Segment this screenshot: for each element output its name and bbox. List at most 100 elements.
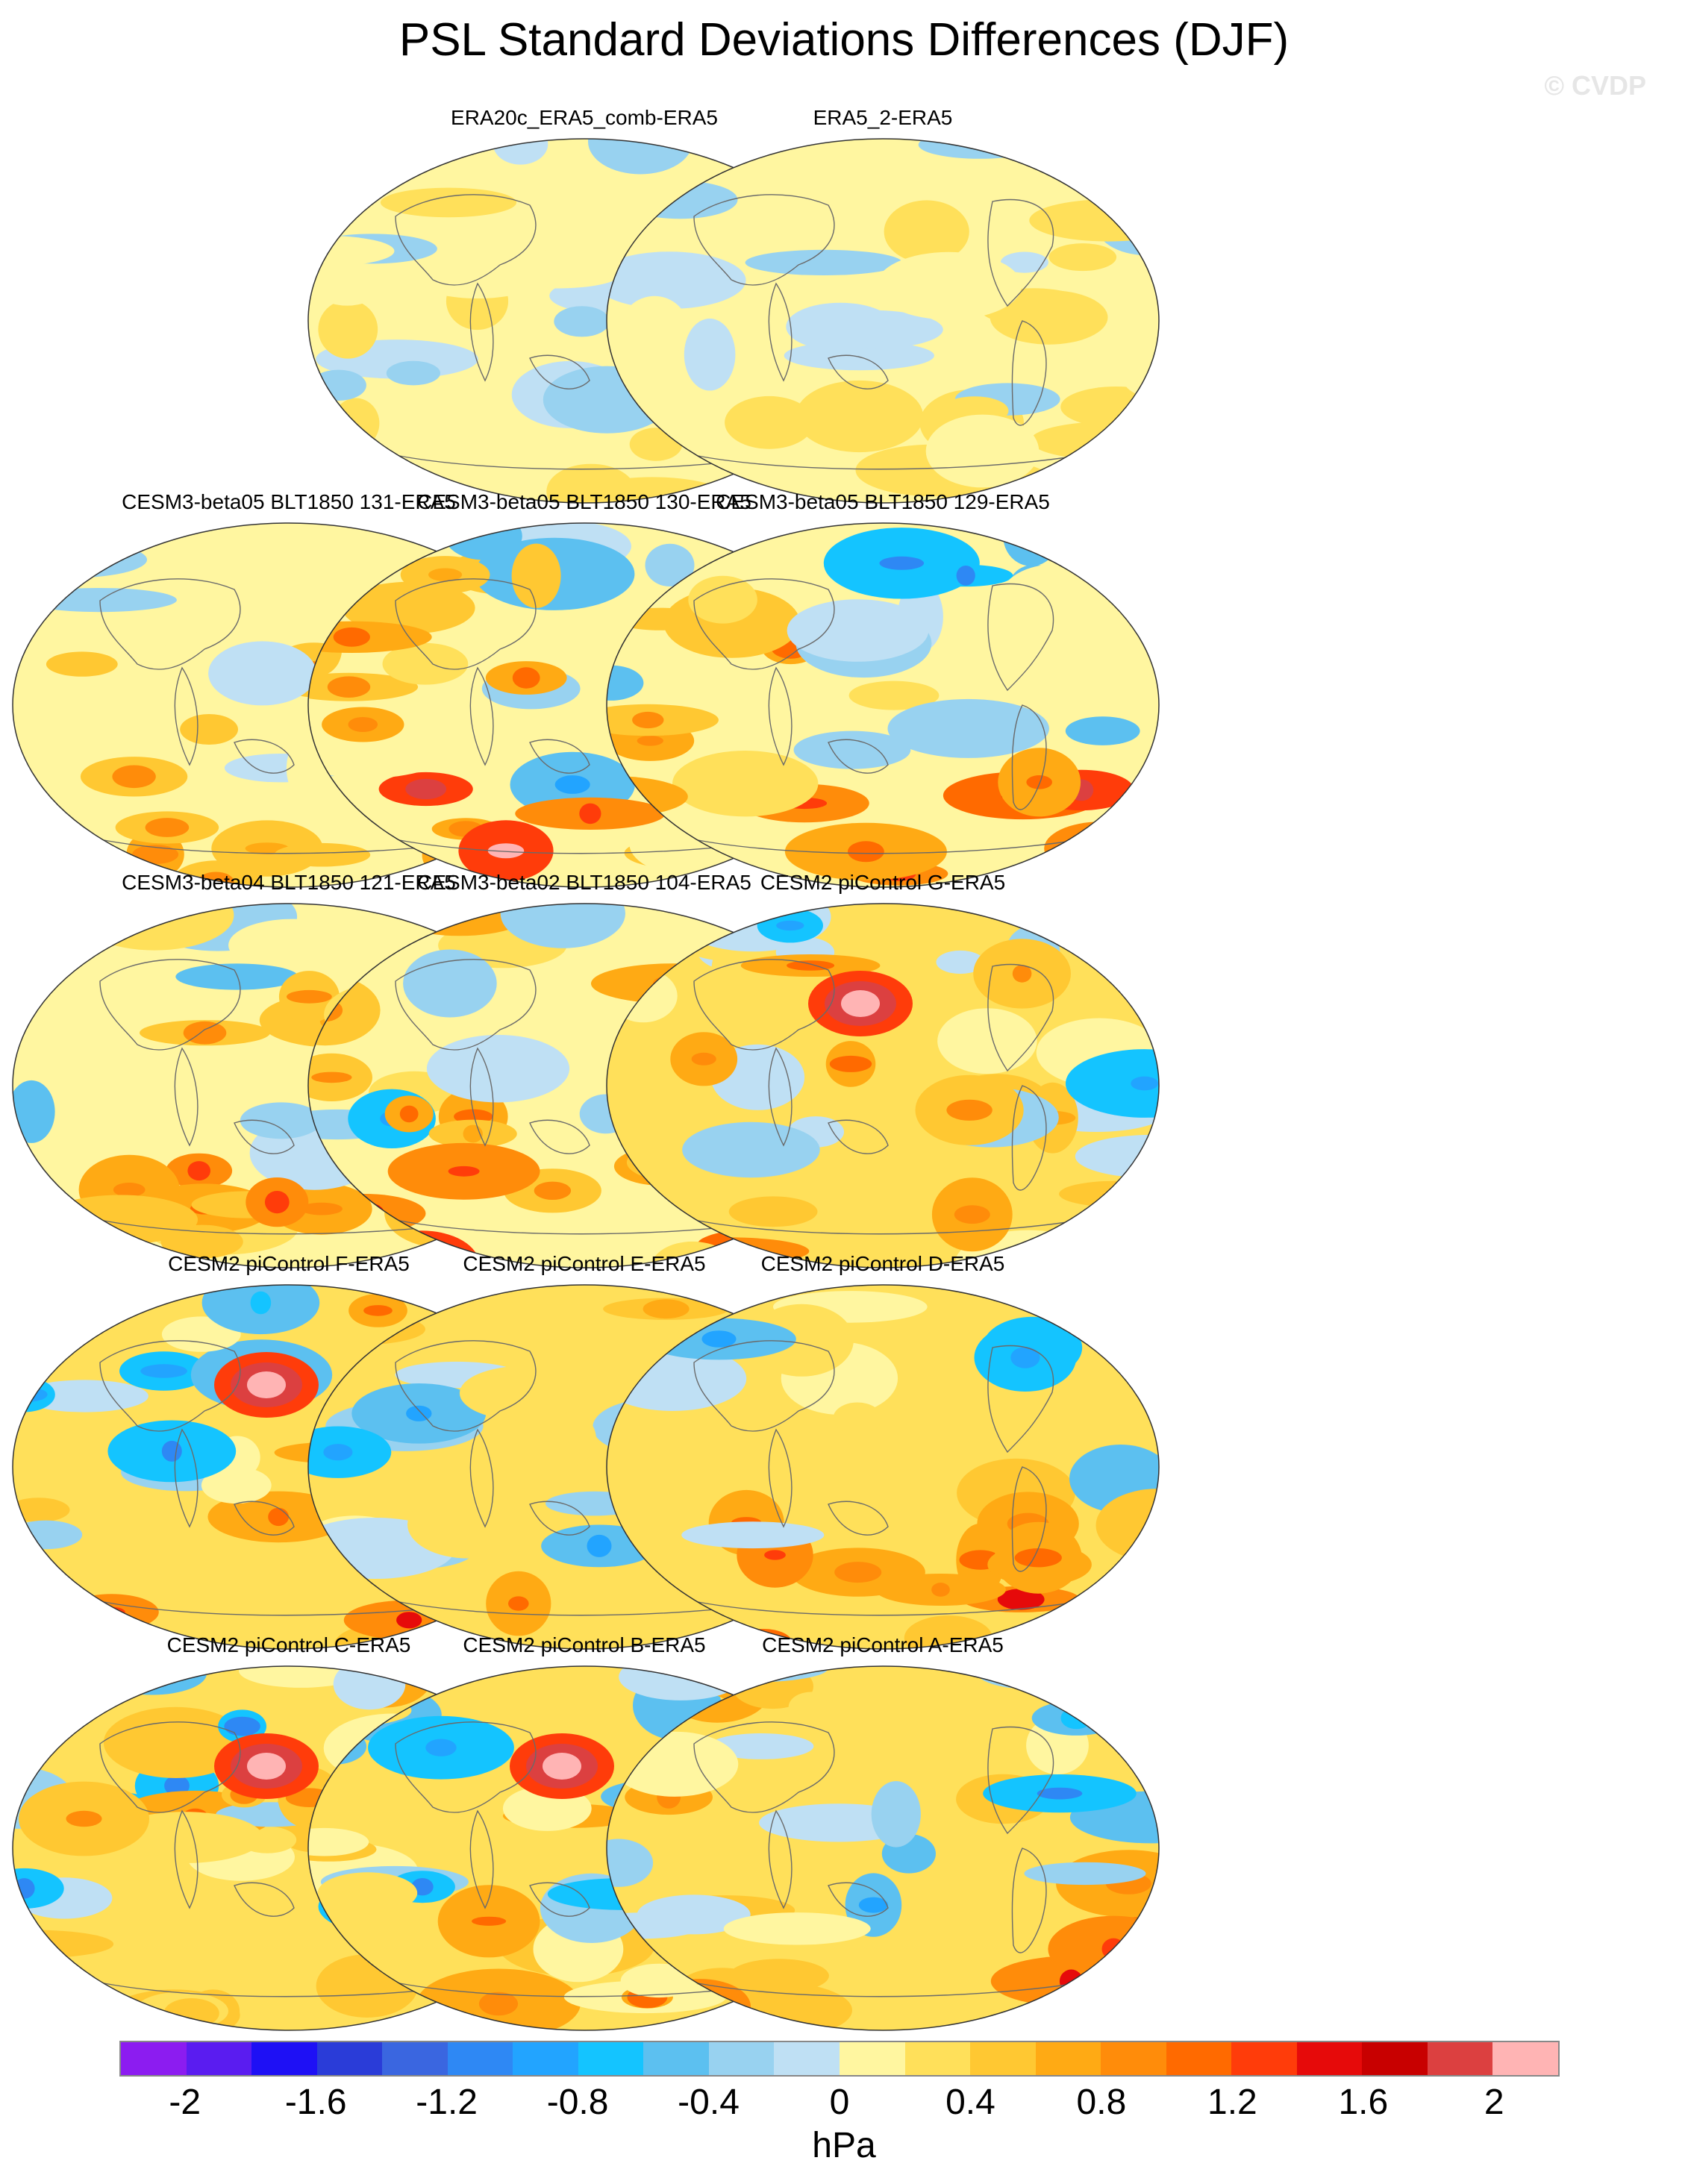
colorbar-swatch [1101, 2042, 1166, 2075]
field-contour [113, 1183, 146, 1197]
field-contour [406, 1405, 432, 1421]
field-contour [478, 1991, 519, 2016]
field-contour [407, 1491, 530, 1559]
panel-title: ERA20c_ERA5_comb-ERA5 [451, 106, 718, 129]
field-contour [264, 1191, 290, 1214]
field-contour [684, 318, 736, 391]
coastline [693, 1721, 835, 1813]
field-contour [956, 566, 975, 586]
field-contour [1012, 965, 1032, 983]
coastline [99, 1721, 241, 1813]
colorbar-tick-label: 1.2 [1207, 2083, 1257, 2122]
coastline [469, 666, 494, 766]
field-contour [425, 1739, 457, 1756]
field-contour [250, 1291, 272, 1315]
colorbar-swatch [1296, 2042, 1363, 2075]
coastline [693, 959, 835, 1051]
field-contour [103, 1706, 248, 1778]
field-contour [1011, 529, 1051, 542]
field-contour [247, 1753, 286, 1780]
field-contour [848, 841, 884, 863]
field-contour [848, 680, 940, 710]
field-contour [317, 1872, 418, 1914]
field-contour [348, 717, 378, 732]
map-border [606, 138, 1160, 504]
field-contour [161, 1440, 182, 1462]
field-contour [711, 936, 764, 1004]
field-contour [308, 725, 448, 778]
colorbar-swatch [970, 2042, 1036, 2075]
coastline [987, 963, 1054, 1072]
field-contour [728, 1196, 818, 1227]
field-contour [645, 543, 695, 586]
coastline [174, 1428, 199, 1528]
colorbar-tick-label: -2 [169, 2083, 201, 2122]
field-contour [946, 1099, 993, 1121]
colorbar-swatch [840, 2042, 905, 2075]
robinson-map [606, 1284, 1160, 1650]
coastline [529, 354, 590, 389]
coastline [768, 666, 793, 766]
robinson-map [606, 522, 1160, 888]
field-contour [428, 568, 463, 582]
field-background [607, 1666, 1159, 2030]
coastline [828, 1882, 889, 1917]
field-contour [459, 1365, 587, 1421]
field-contour [494, 262, 619, 289]
colorbar-tick-label: -0.4 [678, 2083, 740, 2122]
colorbar-swatch [186, 2042, 252, 2075]
field-contour [1048, 243, 1117, 272]
field-contour [308, 1981, 370, 2030]
field-contour [442, 904, 478, 913]
field-contour [786, 302, 895, 351]
field-contour [382, 642, 469, 685]
coastline [768, 1428, 793, 1528]
field-contour [274, 842, 371, 867]
field-contour [390, 406, 448, 429]
field-contour [308, 1587, 349, 1630]
colorbar-tick-label: 0 [829, 2083, 850, 2122]
colorbar-swatch [1035, 2042, 1101, 2075]
field-contour [1131, 1076, 1159, 1091]
field-contour [858, 1897, 888, 1913]
field-contour [175, 963, 298, 990]
coastline [1011, 1466, 1047, 1572]
field-contour [622, 181, 738, 219]
field-contour [311, 1071, 352, 1083]
field-contour [879, 556, 925, 570]
panel-title: CESM2 piControl G-ERA5 [760, 871, 1006, 894]
field-contour [1092, 1295, 1140, 1324]
coastline [174, 666, 199, 766]
colorbar-swatch [643, 2042, 709, 2075]
field-contour [46, 651, 118, 677]
colorbar-tick-label: -1.6 [284, 2083, 347, 2122]
coastline [693, 194, 835, 286]
field-contour [620, 1963, 698, 1998]
coastline [828, 1501, 889, 1536]
field-contour [386, 360, 440, 386]
field-contour [399, 1105, 419, 1123]
coastline [693, 1601, 1083, 1616]
map-panel: ERA5_2-ERA5 [604, 104, 1161, 504]
panel-title: CESM3-beta05 BLT1850 130-ERA5 [417, 490, 751, 513]
field-contour [487, 843, 525, 859]
coastline [469, 1047, 494, 1147]
coastline [234, 1501, 295, 1536]
field-contour [22, 588, 177, 613]
field-contour [611, 1731, 739, 1797]
field-contour [1125, 1939, 1159, 1955]
coastline [395, 1340, 537, 1432]
colorbar-swatch [578, 2042, 644, 2075]
field-contour [308, 1600, 346, 1618]
coastline [529, 1501, 590, 1536]
coastline [828, 354, 889, 389]
coastline [693, 578, 835, 670]
field-contour [875, 251, 1022, 320]
field-contour [887, 698, 1049, 758]
field-contour [1133, 2003, 1159, 2022]
map-border [606, 1665, 1160, 2031]
map-panel: CESM3-beta05 BLT1850 129-ERA5 [604, 489, 1161, 888]
field-contour [129, 1666, 175, 1686]
field-contour [689, 2001, 712, 2012]
coastline [987, 198, 1054, 307]
